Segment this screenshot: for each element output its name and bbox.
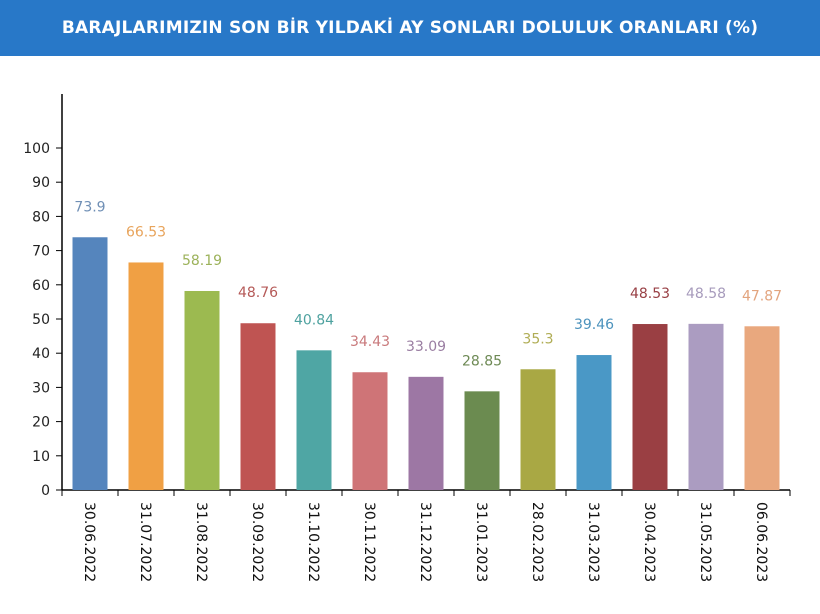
category-label: 31.10.2022 [305, 502, 321, 582]
value-label: 48.53 [630, 286, 670, 302]
chart-title: BARAJLARIMIZIN SON BİR YILDAKİ AY SONLAR… [61, 18, 759, 38]
bar [520, 369, 556, 490]
bar [352, 372, 388, 490]
y-tick-label: 70 [32, 244, 50, 260]
chart-area: 0 10 20 30 40 50 60 70 80 90 100 73.9 66.53 58.19 48.… [0, 56, 820, 610]
bar-chart: 0 10 20 30 40 50 60 70 80 90 100 73.9 66.53 58.19 48.… [23, 94, 791, 582]
bars [72, 237, 780, 490]
bar [72, 237, 108, 490]
value-label: 34.43 [350, 334, 390, 350]
value-label: 28.85 [462, 353, 502, 369]
y-tick-label: 80 [32, 209, 50, 225]
category-label: 31.03.2023 [585, 502, 601, 582]
y-axis: 0 10 20 30 40 50 60 70 80 90 100 [23, 94, 63, 499]
chart-header: BARAJLARIMIZIN SON BİR YILDAKİ AY SONLAR… [0, 0, 820, 56]
category-label: 30.11.2022 [361, 502, 377, 582]
value-labels: 73.9 66.53 58.19 48.76 40.84 34.43 33.09 28.85 3… [74, 199, 782, 369]
x-axis [61, 489, 791, 496]
y-tick-label: 30 [32, 380, 50, 396]
category-label: 31.12.2022 [417, 502, 433, 582]
category-label: 30.04.2023 [641, 502, 657, 582]
bar [688, 323, 724, 490]
value-label: 40.84 [294, 312, 334, 328]
category-label: 31.01.2023 [473, 502, 489, 582]
y-tick-label: 40 [32, 346, 50, 362]
bar [744, 326, 780, 490]
value-label: 73.9 [74, 199, 105, 215]
value-label: 48.58 [686, 286, 726, 302]
value-label: 35.3 [522, 331, 553, 347]
value-label: 47.87 [742, 288, 782, 304]
y-tick-label: 50 [32, 312, 50, 328]
y-tick-label: 20 [32, 415, 50, 431]
bar [240, 323, 276, 490]
y-tick-label: 10 [32, 449, 50, 465]
category-label: 31.07.2022 [137, 502, 153, 582]
y-tick-label: 0 [41, 483, 50, 499]
bar [128, 262, 164, 490]
bar [296, 350, 332, 490]
value-label: 48.76 [238, 285, 278, 301]
value-label: 39.46 [574, 317, 614, 333]
category-label: 31.05.2023 [697, 502, 713, 582]
bar [408, 376, 444, 490]
y-tick-label: 90 [32, 175, 50, 191]
value-label: 33.09 [406, 339, 446, 355]
value-label: 66.53 [126, 224, 166, 240]
category-label: 31.08.2022 [193, 502, 209, 582]
bar [632, 324, 668, 490]
bar [184, 290, 220, 490]
category-label: 30.06.2022 [81, 502, 97, 582]
bar [576, 355, 612, 490]
category-label: 28.02.2023 [529, 502, 545, 582]
category-label: 30.09.2022 [249, 502, 265, 582]
bar [464, 391, 500, 490]
category-labels: 30.06.2022 31.07.2022 31.08.2022 30.09.2022… [81, 502, 769, 582]
y-tick-label: 60 [32, 278, 50, 294]
value-label: 58.19 [182, 253, 222, 269]
y-tick-label: 100 [23, 141, 50, 157]
category-label: 06.06.2023 [753, 502, 769, 582]
